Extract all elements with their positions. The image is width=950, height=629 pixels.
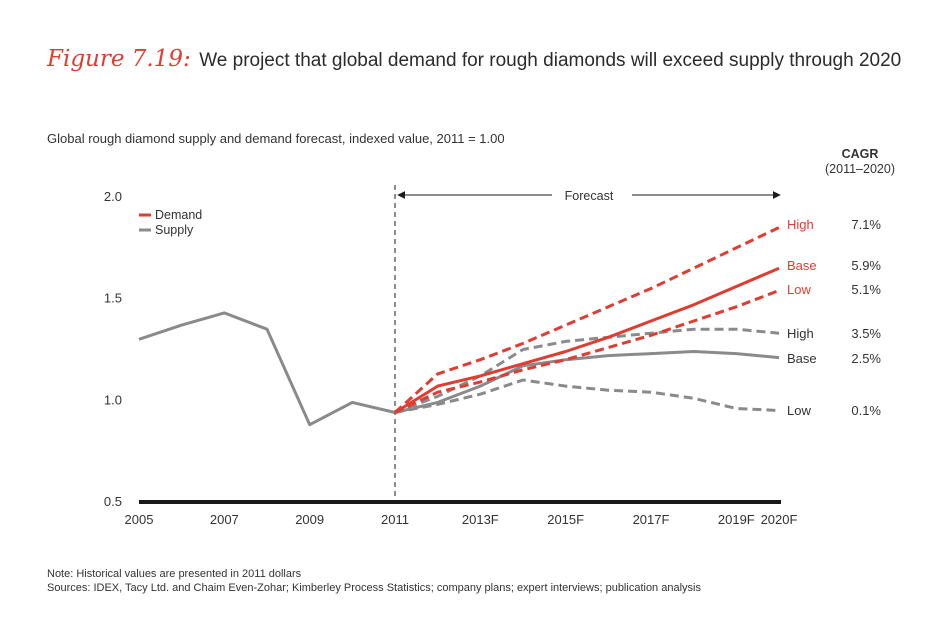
figure-title-row: Figure 7.19: We project that global dema…	[47, 46, 901, 72]
series-end-label-demand-low: Low	[787, 282, 811, 297]
x-tick-label: 2019F	[718, 512, 755, 527]
forecast-label: Forecast	[565, 189, 614, 203]
x-tick-label: 2007	[210, 512, 239, 527]
cagr-value-supply-low: 0.1%	[851, 403, 881, 418]
note-text: Note: Historical values are presented in…	[47, 568, 302, 580]
legend-label-demand: Demand	[155, 208, 202, 222]
sources-text: Sources: IDEX, Tacy Ltd. and Chaim Even-…	[47, 582, 701, 594]
cagr-title: CAGR	[841, 147, 879, 161]
y-axis-ticks: 0.5 1.0 1.5 2.0	[104, 189, 122, 509]
series-line-supply-high	[394, 327, 780, 414]
series-line-demand-base	[394, 266, 780, 414]
y-tick-label: 2.0	[104, 189, 122, 204]
legend-label-supply: Supply	[155, 223, 194, 237]
x-tick-label: 2011	[381, 512, 409, 527]
x-tick-label: 2017F	[633, 512, 670, 527]
forecast-marker: Forecast	[394, 185, 781, 502]
cagr-value-demand-low: 5.1%	[851, 282, 881, 297]
series-line-demand-high	[393, 226, 780, 414]
cagr-value-supply-high: 3.5%	[851, 326, 881, 341]
notes: Note: Historical values are presented in…	[47, 567, 701, 595]
cagr-value-demand-base: 5.9%	[851, 258, 881, 273]
chart-subtitle: Global rough diamond supply and demand f…	[47, 131, 505, 146]
series-end-label-demand-high: High	[787, 217, 814, 232]
x-tick-label: 2015F	[547, 512, 584, 527]
x-tick-label: 2020F	[761, 512, 798, 527]
series-lines	[138, 226, 780, 427]
series-end-label-supply-low: Low	[787, 403, 811, 418]
series-end-labels: High 7.1% Base 5.9% Low 5.1% High 3.5% Base 2.5% L…	[787, 217, 881, 418]
x-tick-label: 2009	[295, 512, 324, 527]
y-tick-label: 0.5	[104, 494, 122, 509]
cagr-period: (2011–2020)	[825, 162, 895, 176]
cagr-value-demand-high: 7.1%	[851, 217, 881, 232]
series-line-supply-base	[394, 350, 780, 414]
series-end-label-supply-base: Base	[787, 351, 817, 366]
cagr-value-supply-base: 2.5%	[851, 351, 881, 366]
x-tick-label: 2013F	[462, 512, 499, 527]
series-end-label-demand-base: Base	[787, 258, 817, 273]
series-line-supply-low	[394, 378, 780, 414]
series-line-supply-historical	[138, 311, 396, 427]
series-end-label-supply-high: High	[787, 326, 814, 341]
series-line-demand-low	[394, 289, 780, 414]
x-axis-ticks: 2005 2007 2009 2011 2013F 2015F 2017F 2019F 2020…	[125, 512, 798, 527]
figure-label: Figure 7.19:	[47, 46, 191, 72]
figure-title: We project that global demand for rough …	[199, 50, 902, 71]
y-tick-label: 1.5	[104, 291, 122, 306]
x-tick-label: 2005	[125, 512, 154, 527]
cagr-header: CAGR (2011–2020)	[812, 147, 908, 177]
y-tick-label: 1.0	[104, 392, 122, 407]
